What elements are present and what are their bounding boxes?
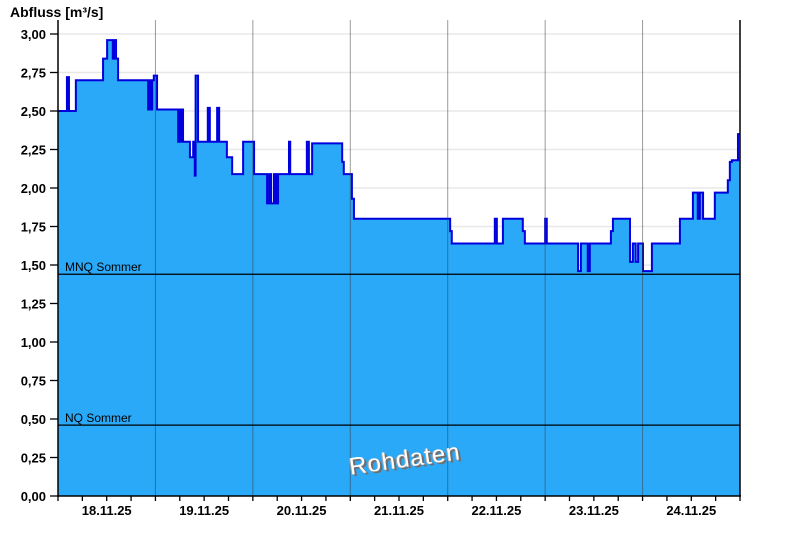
x-day-label: 23.11.25 — [569, 503, 619, 518]
y-tick-label: 1,25 — [21, 297, 46, 312]
discharge-step-line — [58, 39, 740, 273]
y-tick-label: 2,25 — [21, 143, 46, 158]
x-day-label: 21.11.25 — [374, 503, 424, 518]
y-tick-label: 0,75 — [21, 374, 46, 389]
chart-title: Abfluss [m³/s] — [10, 4, 104, 20]
x-day-label: 18.11.25 — [82, 503, 132, 518]
y-tick-label: 0,50 — [21, 412, 46, 427]
y-tick-label: 1,00 — [21, 335, 46, 350]
x-day-label: 24.11.25 — [666, 503, 716, 518]
y-tick-label: 2,50 — [21, 104, 46, 119]
y-tick-label: 2,75 — [21, 66, 46, 81]
y-tick-label: 1,75 — [21, 220, 46, 235]
reference-line-label: NQ Sommer — [65, 411, 132, 425]
y-tick-label: 2,00 — [21, 181, 46, 196]
y-tick-label: 0,00 — [21, 489, 46, 504]
x-day-label: 19.11.25 — [179, 503, 229, 518]
discharge-area — [58, 40, 740, 496]
reference-line-label: MNQ Sommer — [65, 260, 142, 274]
y-tick-label: 0,25 — [21, 451, 46, 466]
x-day-label: 20.11.25 — [277, 503, 327, 518]
y-tick-label: 1,50 — [21, 258, 46, 273]
y-tick-label: 3,00 — [21, 27, 46, 42]
x-day-label: 22.11.25 — [471, 503, 521, 518]
